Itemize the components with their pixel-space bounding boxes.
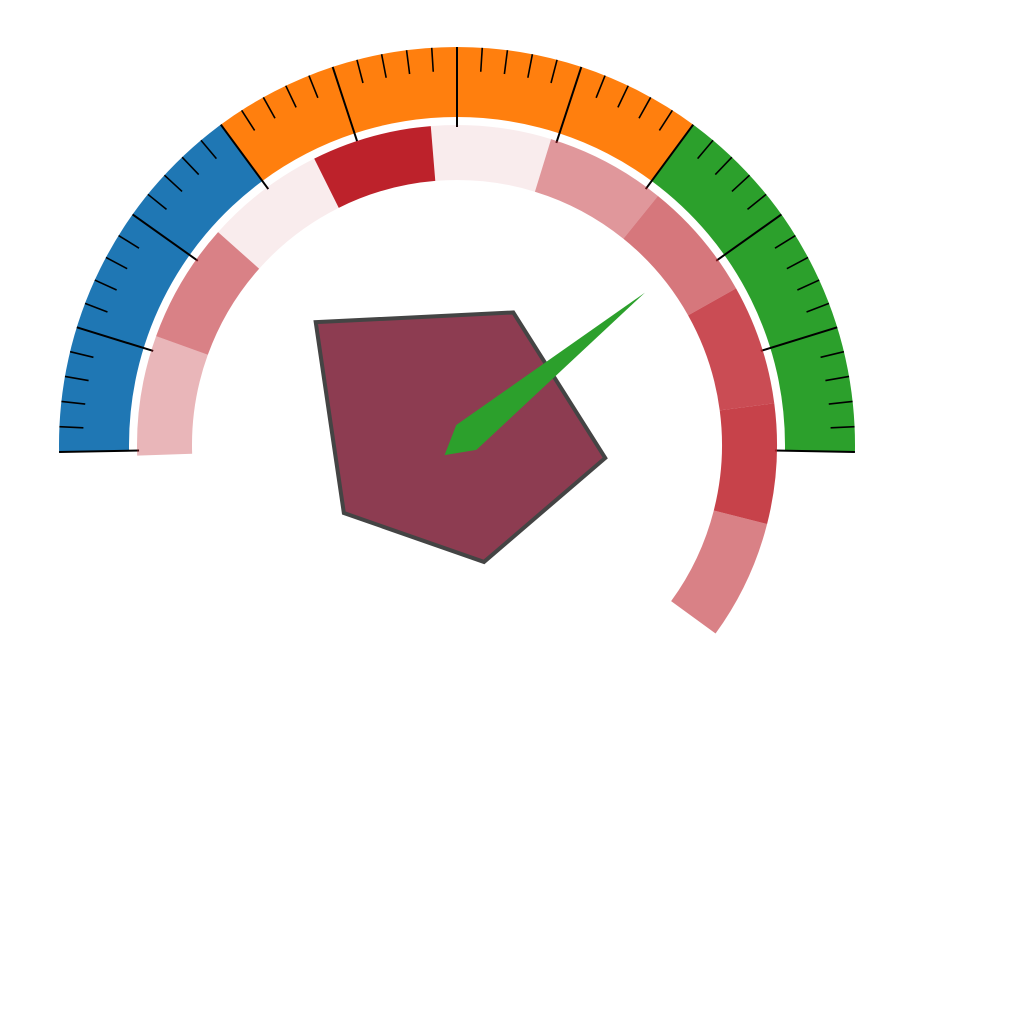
major-tick: [644, 124, 694, 190]
minor-tick: [479, 47, 484, 72]
minor-tick: [61, 400, 86, 405]
minor-tick: [163, 174, 183, 193]
minor-tick: [308, 75, 319, 99]
minor-tick: [380, 54, 387, 78]
major-tick: [131, 213, 199, 262]
needle-layer: [444, 292, 645, 456]
minor-tick: [746, 193, 767, 211]
minor-tick: [774, 234, 796, 249]
major-tick: [76, 326, 154, 352]
minor-tick: [181, 156, 200, 176]
inner-ring-segment: [671, 510, 768, 634]
major-tick: [715, 213, 783, 262]
minor-tick: [356, 59, 364, 84]
minor-tick: [797, 279, 820, 291]
minor-tick: [105, 256, 128, 270]
major-tick: [774, 449, 855, 453]
minor-tick: [430, 47, 435, 72]
minor-tick: [64, 375, 89, 382]
minor-tick: [830, 425, 855, 429]
inner-ring-segment: [534, 139, 658, 239]
gauge-band-0: [58, 124, 263, 452]
gauge-band-2: [651, 124, 855, 452]
major-tick: [331, 66, 359, 144]
minor-tick: [658, 109, 674, 131]
inner-ring-segment: [314, 126, 436, 208]
inner-ring-segments: [137, 125, 777, 634]
minor-tick: [200, 139, 218, 160]
minor-tick: [503, 50, 509, 75]
major-tick: [555, 66, 583, 144]
inner-ring-segment: [430, 125, 552, 192]
major-tick: [760, 326, 838, 352]
minor-tick: [240, 109, 256, 131]
minor-tick: [617, 85, 629, 108]
minor-tick: [550, 59, 558, 84]
minor-tick: [118, 234, 140, 249]
minor-tick: [806, 302, 830, 313]
inner-ring-segment: [688, 288, 775, 411]
minor-tick: [147, 193, 168, 211]
minor-tick: [84, 302, 108, 313]
minor-tick: [828, 400, 853, 405]
major-tick: [59, 449, 140, 453]
minor-tick: [69, 350, 94, 359]
minor-tick: [405, 50, 411, 75]
minor-tick: [59, 425, 84, 429]
minor-tick: [825, 375, 850, 382]
minor-tick: [731, 174, 751, 193]
minor-tick: [262, 96, 276, 119]
minor-tick: [285, 85, 297, 108]
minor-tick: [820, 350, 845, 359]
inner-ring-segment: [137, 336, 208, 456]
gauge-ticks: [59, 47, 855, 453]
inner-ring-segment: [156, 232, 260, 355]
inner-ring-segment: [713, 403, 777, 525]
minor-tick: [595, 75, 606, 99]
minor-tick: [786, 256, 809, 270]
gauge-needle: [444, 292, 645, 456]
minor-tick: [527, 54, 534, 78]
minor-tick: [638, 96, 652, 119]
inner-ring-segment: [623, 195, 737, 316]
minor-tick: [696, 139, 714, 160]
minor-tick: [714, 156, 733, 176]
minor-tick: [94, 279, 117, 291]
inner-ring-segment: [218, 158, 339, 269]
major-tick: [220, 124, 270, 190]
